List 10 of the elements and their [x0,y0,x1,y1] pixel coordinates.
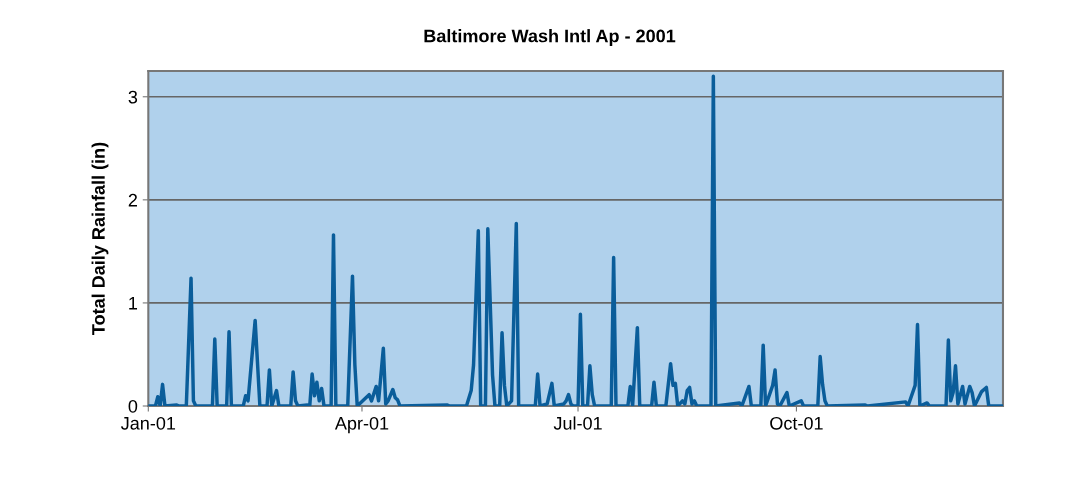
x-tick-label: Jul-01 [553,416,602,430]
y-axis-title: Total Daily Rainfall (in) [91,142,109,335]
y-tick-label: 0 [128,399,138,413]
y-tick-label: 1 [129,297,138,310]
y-tick-label: 3 [128,90,138,104]
chart-title: Baltimore Wash Intl Ap - 2001 [424,29,676,46]
x-tick-label: Jan-01 [120,416,176,430]
y-tick-label: 2 [128,193,137,207]
x-tick-label: Oct-01 [770,416,823,430]
x-tick-label: Apr-01 [334,416,389,434]
